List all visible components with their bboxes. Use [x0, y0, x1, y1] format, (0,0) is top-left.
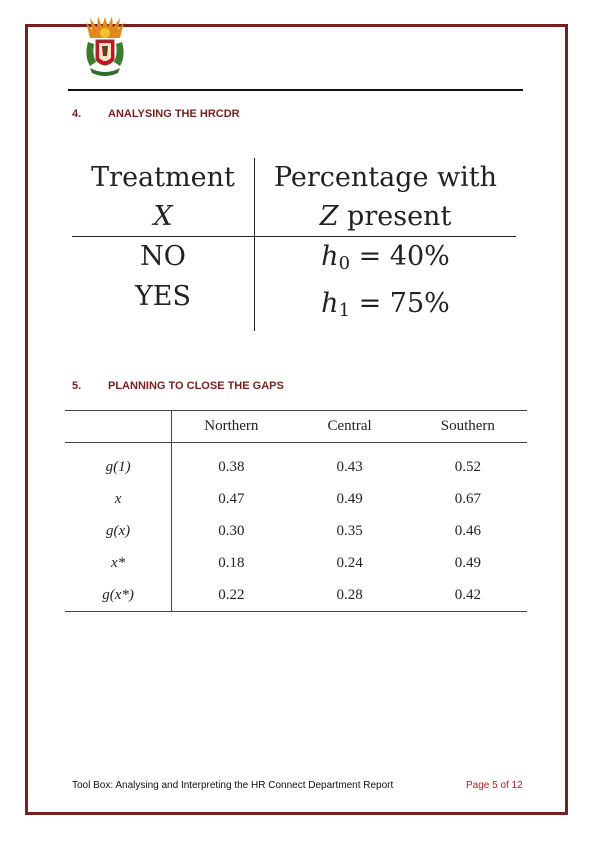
header-treatment: Treatment [91, 162, 235, 193]
row-label: g(x) [65, 515, 173, 547]
row-label: g(1) [65, 442, 173, 483]
table-cell: 0.67 [454, 490, 481, 507]
header-percentage: Percentage with [273, 162, 498, 193]
table-row: g(x) 0.30 0.35 0.46 [65, 515, 527, 547]
table-cell: 0.47 [218, 490, 245, 507]
section-5-heading: 5. PLANNING TO CLOSE THE GAPS [72, 380, 284, 392]
gap-table-header: Northern Central Southern [65, 410, 527, 443]
gap-table: Northern Central Southern g(1) 0.38 0.43… [65, 410, 527, 612]
value-h0: h0 = 40% [321, 241, 450, 274]
row-label: g(x*) [65, 579, 173, 612]
table-cell: 0.18 [218, 554, 245, 571]
section-5-number: 5. [72, 380, 82, 392]
treatment-table-body: NO YES h0 = 40% h1 = 75% [72, 237, 516, 331]
table-cell: 0.42 [408, 579, 527, 612]
table-cell: 0.38 [218, 458, 245, 475]
header-rule [68, 89, 523, 91]
table-row: x 0.47 0.49 0.67 [65, 483, 527, 515]
treatment-table-header: Treatment X Percentage with Z present [72, 158, 516, 237]
column-header-southern: Southern [408, 410, 527, 443]
column-header-central: Central [290, 410, 409, 443]
table-cell: 0.28 [290, 579, 409, 612]
table-row: x* 0.18 0.24 0.49 [65, 547, 527, 579]
footer-title: Tool Box: Analysing and Interpreting the… [72, 780, 394, 791]
table-cell: 0.35 [336, 522, 363, 539]
coat-of-arms-icon [86, 16, 124, 76]
column-header-blank [65, 410, 173, 443]
table-row: g(1) 0.38 0.43 0.52 [65, 442, 527, 483]
row-label: x [65, 483, 173, 515]
treatment-table: Treatment X Percentage with Z present NO… [72, 158, 516, 331]
section-4-heading: 4. ANALYSING THE HRCDR [72, 108, 240, 120]
treatment-no: NO [140, 241, 186, 272]
page-border [25, 24, 568, 815]
header-z-var: Z [319, 201, 339, 232]
treatment-yes: YES [134, 281, 192, 312]
header-present-text: present [338, 201, 452, 232]
table-cell: 0.30 [218, 522, 245, 539]
page-number: Page 5 of 12 [466, 780, 523, 791]
table-cell: 0.49 [454, 554, 481, 571]
table-cell: 0.52 [454, 458, 481, 475]
section-4-number: 4. [72, 108, 82, 120]
header-treatment-var: X [153, 201, 173, 232]
section-4-title: ANALYSING THE HRCDR [108, 108, 240, 120]
table-cell: 0.46 [454, 522, 481, 539]
header-present: Z present [255, 197, 516, 236]
table-cell: 0.49 [336, 490, 363, 507]
table-cell: 0.43 [336, 458, 363, 475]
table-row: g(x*) 0.22 0.28 0.42 [65, 579, 527, 612]
row-label: x* [65, 547, 173, 579]
value-h1: h1 = 75% [321, 288, 450, 321]
section-5-title: PLANNING TO CLOSE THE GAPS [108, 380, 284, 392]
table-cell: 0.24 [336, 554, 363, 571]
column-header-northern: Northern [171, 410, 291, 443]
table-cell: 0.22 [171, 579, 291, 612]
